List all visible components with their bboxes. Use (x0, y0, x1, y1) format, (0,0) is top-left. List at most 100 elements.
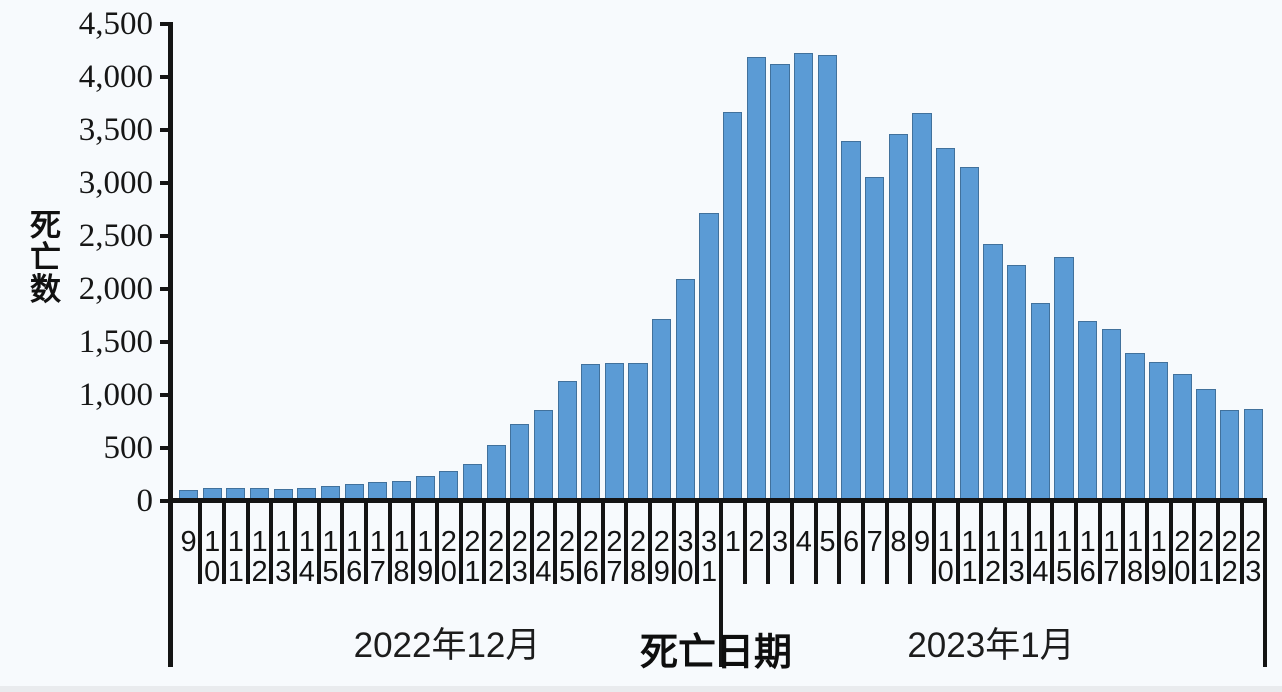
x-day-tick (979, 503, 984, 584)
bar (817, 54, 837, 503)
bar (1172, 373, 1192, 503)
x-day-label: 2 0 (440, 526, 457, 588)
x-day-tick (1050, 503, 1055, 584)
bar (794, 52, 814, 503)
bar (1101, 329, 1121, 503)
x-day-label: 2 5 (559, 526, 576, 588)
x-day-label: 3 (772, 526, 789, 558)
x-day-label: 1 6 (1079, 526, 1096, 588)
x-day-tick (860, 503, 865, 584)
bar (652, 318, 672, 503)
x-day-label: 2 4 (535, 526, 552, 588)
y-tick-mark (160, 234, 172, 238)
x-day-label: 7 (866, 526, 883, 558)
y-tick-mark (160, 75, 172, 79)
x-day-label: 6 (843, 526, 860, 558)
bar (675, 279, 695, 503)
bar (1030, 302, 1050, 503)
bar (533, 409, 554, 503)
x-day-tick (364, 503, 368, 584)
bar (581, 364, 601, 503)
x-day-label: 2 9 (653, 526, 670, 588)
x-day-label: 3 0 (677, 526, 694, 588)
x-day-tick (600, 503, 605, 584)
y-tick-label: 0 (136, 483, 154, 519)
x-day-tick (1215, 503, 1220, 584)
x-day-tick (1239, 503, 1244, 584)
x-day-label: 1 5 (322, 526, 339, 588)
bar (888, 134, 908, 503)
x-day-label: 1 0 (204, 526, 221, 588)
x-day-label: 1 3 (275, 526, 292, 588)
x-day-tick (269, 503, 274, 584)
x-day-tick (411, 503, 416, 584)
bar (510, 423, 530, 503)
x-day-tick (316, 503, 321, 584)
x-day-label: 1 1 (961, 526, 978, 588)
y-axis-line (168, 22, 173, 667)
bar (604, 363, 625, 503)
x-day-label: 9 (180, 526, 197, 558)
y-tick-mark (160, 393, 172, 397)
bar (841, 140, 861, 503)
x-day-tick (387, 503, 392, 584)
x-day-label: 2 3 (1245, 526, 1262, 588)
bar (1078, 320, 1098, 503)
bar (746, 56, 766, 503)
x-day-label: 1 8 (1126, 526, 1144, 588)
x-day-tick (458, 503, 463, 584)
x-day-tick (1097, 503, 1102, 584)
x-day-tick (1121, 503, 1126, 584)
x-day-label: 2 7 (606, 526, 623, 588)
x-day-label: 2 6 (582, 526, 599, 588)
x-day-tick (198, 503, 203, 584)
x-day-label: 1 4 (1032, 526, 1049, 588)
x-day-label: 2 8 (630, 526, 647, 588)
bar (486, 444, 506, 503)
x-day-label: 1 9 (1150, 526, 1167, 588)
x-day-label: 1 2 (251, 526, 268, 588)
x-day-label: 1 7 (1103, 526, 1120, 588)
x-group-divider (1263, 503, 1268, 667)
x-day-label: 2 1 (464, 526, 481, 588)
x-day-tick (1002, 503, 1007, 584)
bar (699, 212, 719, 503)
x-day-tick (1168, 503, 1173, 584)
x-day-tick (482, 503, 487, 584)
y-tick-mark (160, 340, 172, 344)
y-tick-label: 2,500 (78, 218, 153, 254)
bar (1220, 409, 1240, 503)
y-tick-mark (160, 499, 172, 503)
y-tick-mark (160, 22, 172, 26)
x-day-label: 3 1 (701, 526, 718, 588)
x-day-tick (553, 503, 558, 584)
bar (1007, 264, 1027, 503)
x-day-label: 1 8 (393, 526, 410, 588)
x-day-tick (1073, 503, 1078, 584)
x-day-tick (434, 503, 439, 584)
x-day-tick (222, 503, 227, 584)
y-tick-label: 4,500 (78, 6, 153, 42)
y-tick-mark (160, 128, 172, 132)
x-day-label: 1 5 (1055, 526, 1073, 588)
bar (1125, 352, 1145, 503)
bar (770, 64, 790, 503)
bar (462, 464, 483, 503)
x-day-tick (340, 503, 345, 584)
bar (959, 167, 979, 503)
bar (723, 111, 743, 503)
x-day-label: 2 1 (1197, 526, 1215, 588)
y-tick-label: 3,000 (78, 165, 153, 201)
x-day-tick (647, 503, 652, 584)
x-axis-line (168, 498, 1267, 503)
x-day-tick (505, 503, 510, 584)
x-day-label: 5 (819, 526, 836, 558)
y-tick-mark (160, 446, 172, 450)
y-tick-label: 1,500 (78, 324, 153, 360)
bar (983, 244, 1003, 503)
x-day-tick (293, 503, 297, 584)
x-day-tick (624, 503, 629, 584)
x-group-label-january: 2023年1月 (907, 626, 1075, 665)
bar (1243, 408, 1263, 503)
